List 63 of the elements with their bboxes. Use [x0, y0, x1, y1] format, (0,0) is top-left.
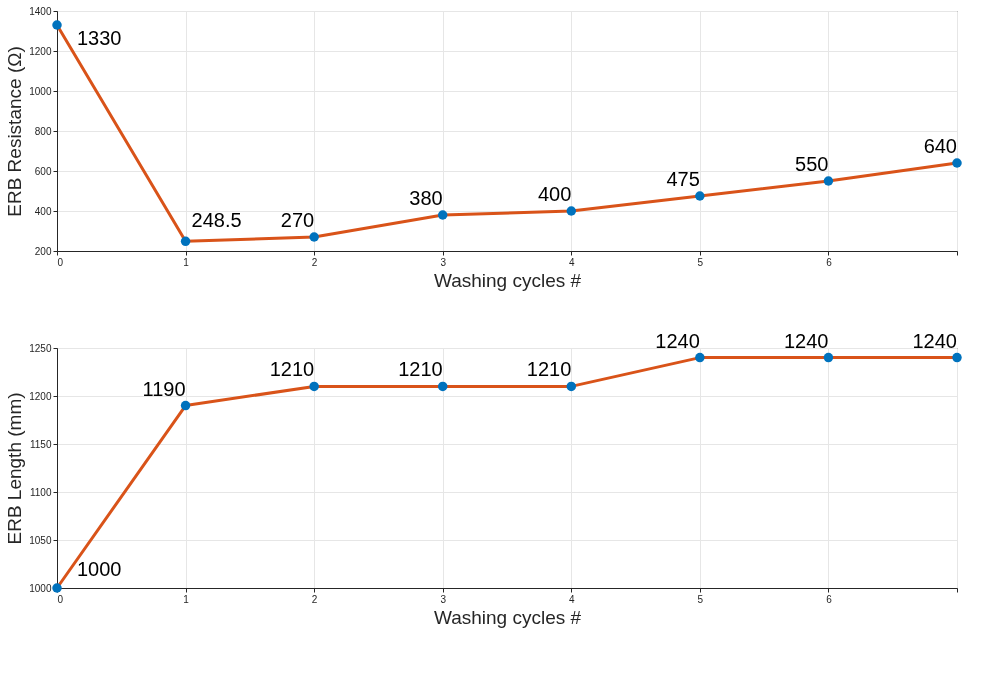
point — [309, 381, 319, 392]
y-tick-label: 1150 — [29, 438, 52, 450]
point — [180, 236, 191, 247]
x-tick-label: 1 — [183, 593, 190, 605]
data-label: 475 — [666, 168, 700, 190]
y-axis-title: ERB Length (mm) — [4, 392, 26, 545]
point — [823, 176, 834, 186]
y-tick-label: 1000 — [29, 582, 52, 594]
data-label: 640 — [923, 135, 957, 157]
x-tick-label: 6 — [826, 256, 833, 268]
y-tick-label: 800 — [34, 125, 52, 137]
point — [823, 352, 834, 363]
point — [952, 158, 962, 168]
y-tick-label: 1250 — [29, 342, 52, 354]
point — [695, 191, 705, 201]
data-label: 1240 — [655, 329, 700, 352]
x-tick-label: 5 — [697, 593, 704, 605]
data-label: 1330 — [77, 27, 122, 49]
point — [309, 232, 319, 242]
y-tick-label: 1100 — [29, 486, 52, 498]
point — [695, 352, 705, 363]
data-label: 380 — [409, 187, 443, 209]
data-label: 1000 — [77, 558, 122, 580]
point — [180, 400, 191, 411]
x-tick-label: 2 — [311, 593, 318, 605]
x-tick-label: 2 — [311, 256, 318, 268]
y-axis-title: ERB Resistance (Ω) — [4, 46, 26, 217]
point — [566, 206, 577, 216]
y-tick-label: 1050 — [29, 534, 52, 546]
point — [437, 381, 448, 392]
point — [952, 352, 962, 363]
x-tick-label: 3 — [440, 593, 447, 605]
point — [52, 583, 62, 593]
x-axis-title: Washing cycles # — [433, 606, 582, 628]
x-tick-label: 4 — [569, 256, 575, 268]
data-label: 1210 — [526, 358, 572, 381]
data-label: 1240 — [783, 329, 829, 352]
x-axis-title: Washing cycles # — [433, 269, 582, 291]
y-tick-label: 1000 — [29, 85, 52, 97]
x-tick-label: 1 — [183, 256, 190, 268]
y-tick-label: 1200 — [29, 390, 52, 402]
data-label: 270 — [280, 209, 315, 231]
x-tick-label: 4 — [569, 593, 575, 605]
data-label: 248.5 — [191, 209, 242, 232]
x-tick-label: 3 — [440, 256, 447, 268]
point — [52, 20, 62, 30]
y-tick-label: 400 — [34, 205, 52, 217]
point — [437, 210, 448, 220]
x-tick-label: 0 — [57, 593, 64, 605]
point — [566, 381, 577, 392]
data-label: 1190 — [142, 377, 186, 400]
data-label: 550 — [795, 153, 829, 175]
x-tick-label: 6 — [826, 593, 833, 605]
y-tick-label: 1400 — [29, 5, 52, 17]
data-label: 400 — [537, 183, 572, 205]
data-label: 1210 — [398, 358, 443, 381]
y-tick-label: 200 — [34, 245, 52, 257]
x-tick-label: 0 — [57, 256, 64, 268]
x-tick-label: 5 — [697, 256, 704, 268]
data-label: 1240 — [912, 329, 957, 352]
y-tick-label: 1200 — [29, 45, 52, 57]
y-tick-label: 600 — [34, 165, 52, 177]
data-label: 1210 — [269, 358, 315, 381]
